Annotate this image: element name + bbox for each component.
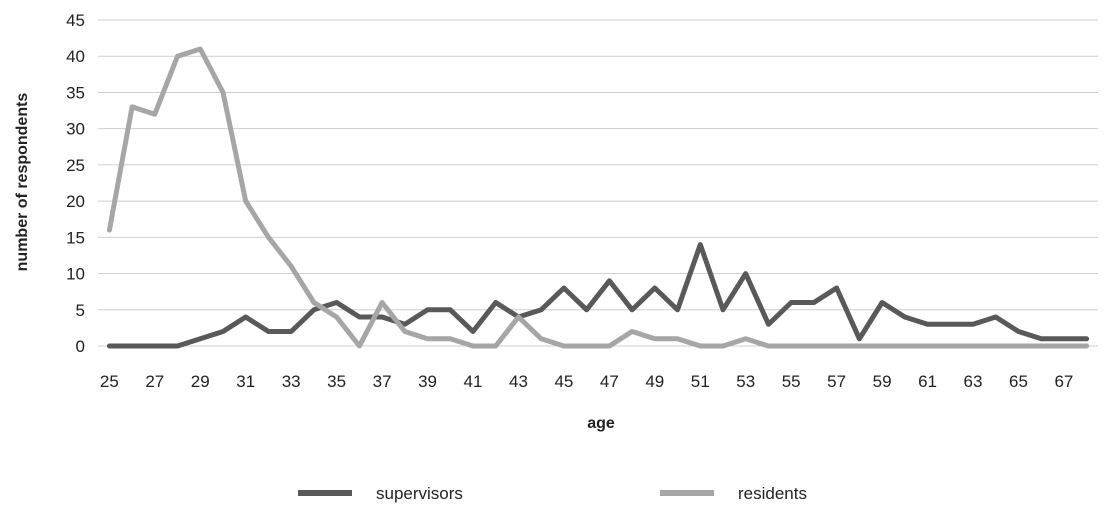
x-tick-label: 47 [600,372,619,391]
series-line-supervisors [106,242,1090,349]
x-tick-label: 37 [373,372,392,391]
x-tick-label: 61 [918,372,937,391]
x-tick-label: 55 [782,372,801,391]
y-tick-label: 0 [76,337,85,356]
legend: supervisors residents [298,484,807,503]
series-lines [106,46,1090,349]
x-tick-label: 25 [100,372,119,391]
x-tick-label: 59 [873,372,892,391]
gridlines [98,19,1098,347]
y-tick-label: 45 [66,11,85,30]
y-tick-label: 5 [76,301,85,320]
x-tick-label: 51 [691,372,710,391]
y-tick-label: 35 [66,83,85,102]
x-tick-label: 35 [327,372,346,391]
y-tick-label: 20 [66,192,85,211]
legend-label-supervisors: supervisors [376,484,463,503]
x-axis-tick-labels: 25 27 29 31 33 35 37 39 41 43 45 47 49 51 53 55 57 59 61 63… [100,372,1073,391]
series-line-residents [106,46,1090,349]
y-axis-tick-labels: 0 5 10 15 20 25 30 35 40 45 [66,11,85,356]
x-tick-label: 39 [418,372,437,391]
legend-label-residents: residents [738,484,807,503]
x-tick-label: 65 [1009,372,1028,391]
x-tick-label: 49 [645,372,664,391]
x-tick-label: 57 [827,372,846,391]
x-tick-label: 43 [509,372,528,391]
x-tick-label: 63 [964,372,983,391]
y-tick-label: 40 [66,47,85,66]
x-tick-label: 33 [282,372,301,391]
y-tick-label: 15 [66,228,85,247]
x-tick-label: 53 [736,372,755,391]
x-tick-label: 67 [1054,372,1073,391]
x-tick-label: 45 [554,372,573,391]
x-tick-label: 27 [145,372,164,391]
y-tick-label: 30 [66,120,85,139]
x-axis-title: age [587,415,615,432]
x-tick-label: 31 [236,372,255,391]
x-tick-label: 29 [191,372,210,391]
x-tick-label: 41 [464,372,483,391]
y-tick-label: 10 [66,265,85,284]
y-axis-title: number of respondents [14,93,31,272]
y-tick-label: 25 [66,156,85,175]
